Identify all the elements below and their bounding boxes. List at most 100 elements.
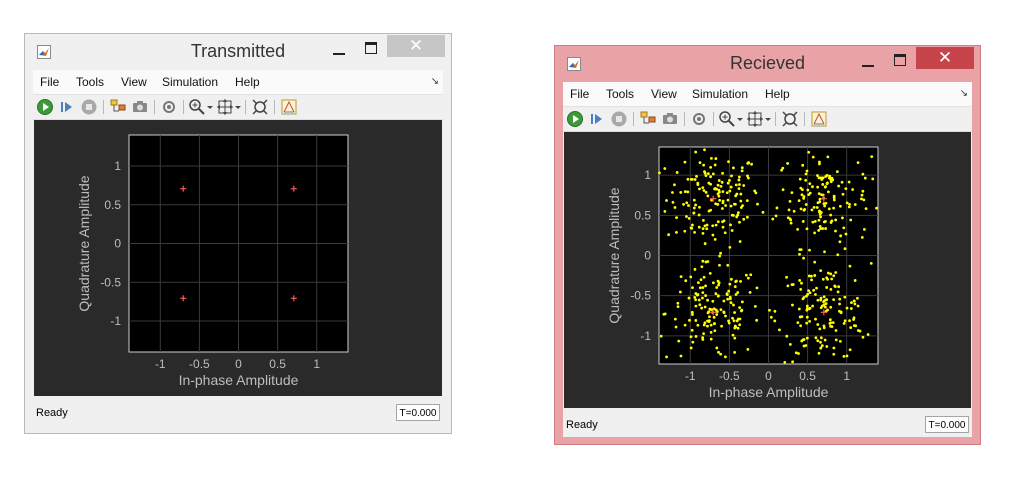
scale-axes-icon[interactable]: [251, 98, 269, 116]
received-sample-point: [820, 344, 824, 348]
received-sample-point: [716, 203, 720, 206]
received-sample-point: [807, 307, 811, 311]
received-sample-point: [832, 194, 836, 198]
menu-file[interactable]: File: [40, 75, 60, 89]
received-sample-point: [848, 348, 852, 352]
run-icon[interactable]: [36, 98, 54, 116]
received-sample-point: [717, 350, 720, 354]
received-sample-point: [683, 160, 687, 164]
received-sample-point: [716, 192, 720, 196]
reference-constellation-point: [710, 309, 717, 316]
zoom-dropdown-icon[interactable]: [206, 98, 214, 116]
status-bar: Ready T=0.000: [33, 401, 443, 425]
maximize-button[interactable]: [359, 40, 385, 62]
zoom-dropdown-icon[interactable]: [736, 110, 744, 128]
received-sample-point: [693, 267, 697, 271]
received-sample-point: [811, 155, 815, 159]
received-sample-point: [827, 176, 831, 180]
close-button[interactable]: ✕: [387, 35, 445, 57]
received-sample-point: [818, 225, 822, 228]
close-button[interactable]: ✕: [916, 47, 974, 69]
received-sample-point: [720, 207, 724, 210]
simulation-time: T=0.000: [396, 404, 440, 421]
received-sample-point: [700, 306, 704, 310]
snapshot-icon[interactable]: [131, 98, 149, 116]
settings-icon[interactable]: [160, 98, 178, 116]
received-sample-point: [775, 206, 779, 210]
received-sample-point: [822, 220, 826, 224]
zoom-in-icon[interactable]: [718, 110, 736, 128]
zoom-in-icon[interactable]: [188, 98, 206, 116]
x-axis-label: In-phase Amplitude: [709, 384, 829, 400]
menu-file[interactable]: File: [570, 87, 590, 101]
toolbar: [563, 107, 972, 132]
received-sample-point: [718, 263, 721, 267]
received-sample-point: [841, 192, 845, 196]
menu-view[interactable]: View: [121, 75, 147, 89]
received-sample-point: [720, 324, 723, 328]
received-sample-point: [788, 343, 792, 346]
received-sample-point: [689, 177, 693, 181]
received-sample-point: [717, 283, 720, 287]
received-sample-point: [663, 167, 667, 170]
signal-hierarchy-icon[interactable]: [639, 110, 657, 128]
received-sample-point: [698, 161, 702, 164]
run-icon[interactable]: [566, 110, 584, 128]
received-sample-point: [745, 199, 749, 203]
received-sample-point: [819, 306, 823, 310]
received-sample-point: [801, 163, 805, 167]
received-sample-point: [712, 281, 715, 285]
received-sample-point: [694, 319, 698, 322]
received-sample-point: [745, 215, 749, 219]
received-sample-point: [808, 182, 812, 186]
received-sample-point: [814, 317, 817, 321]
received-sample-point: [773, 309, 777, 313]
received-sample-point: [709, 308, 713, 311]
highlight-icon[interactable]: [280, 98, 298, 116]
snapshot-icon[interactable]: [661, 110, 679, 128]
fit-to-view-icon[interactable]: [216, 98, 234, 116]
signal-hierarchy-icon[interactable]: [109, 98, 127, 116]
received-sample-point: [823, 338, 827, 342]
received-sample-point: [712, 315, 716, 319]
received-sample-point: [834, 218, 838, 222]
menu-simulation[interactable]: Simulation: [162, 75, 219, 89]
received-sample-point: [807, 289, 811, 293]
step-forward-icon[interactable]: [58, 98, 76, 116]
received-sample-point: [822, 295, 826, 299]
maximize-button[interactable]: [888, 52, 914, 74]
menu-overflow-icon[interactable]: ↘: [430, 76, 439, 87]
menu-view[interactable]: View: [651, 87, 677, 101]
received-sample-point: [791, 360, 794, 364]
menu-help[interactable]: Help: [765, 87, 790, 101]
received-sample-point: [718, 254, 722, 258]
received-sample-point: [704, 284, 707, 288]
fit-dropdown-icon[interactable]: [764, 110, 772, 128]
highlight-icon[interactable]: [810, 110, 828, 128]
received-sample-point: [823, 250, 826, 254]
y-tick-label: -1: [110, 314, 121, 328]
received-sample-point: [691, 286, 694, 289]
received-sample-point: [826, 181, 829, 185]
title-bar[interactable]: Transmitted ✕: [25, 34, 451, 68]
received-sample-point: [673, 206, 677, 209]
received-sample-point: [709, 165, 713, 169]
fit-to-view-icon[interactable]: [746, 110, 764, 128]
received-sample-point: [811, 185, 814, 189]
menu-simulation[interactable]: Simulation: [692, 87, 749, 101]
fit-dropdown-icon[interactable]: [234, 98, 242, 116]
received-sample-point: [704, 190, 708, 194]
menu-tools[interactable]: Tools: [606, 87, 635, 101]
minimize-button[interactable]: [856, 52, 880, 74]
received-sample-point: [740, 300, 744, 304]
step-forward-icon[interactable]: [588, 110, 606, 128]
menu-overflow-icon[interactable]: ↘: [959, 88, 968, 99]
minimize-button[interactable]: [327, 40, 351, 62]
stop-icon[interactable]: [610, 110, 628, 128]
settings-icon[interactable]: [690, 110, 708, 128]
menu-help[interactable]: Help: [235, 75, 260, 89]
menu-tools[interactable]: Tools: [76, 75, 105, 89]
stop-icon[interactable]: [80, 98, 98, 116]
scale-axes-icon[interactable]: [781, 110, 799, 128]
title-bar[interactable]: Recieved ✕: [555, 46, 980, 80]
